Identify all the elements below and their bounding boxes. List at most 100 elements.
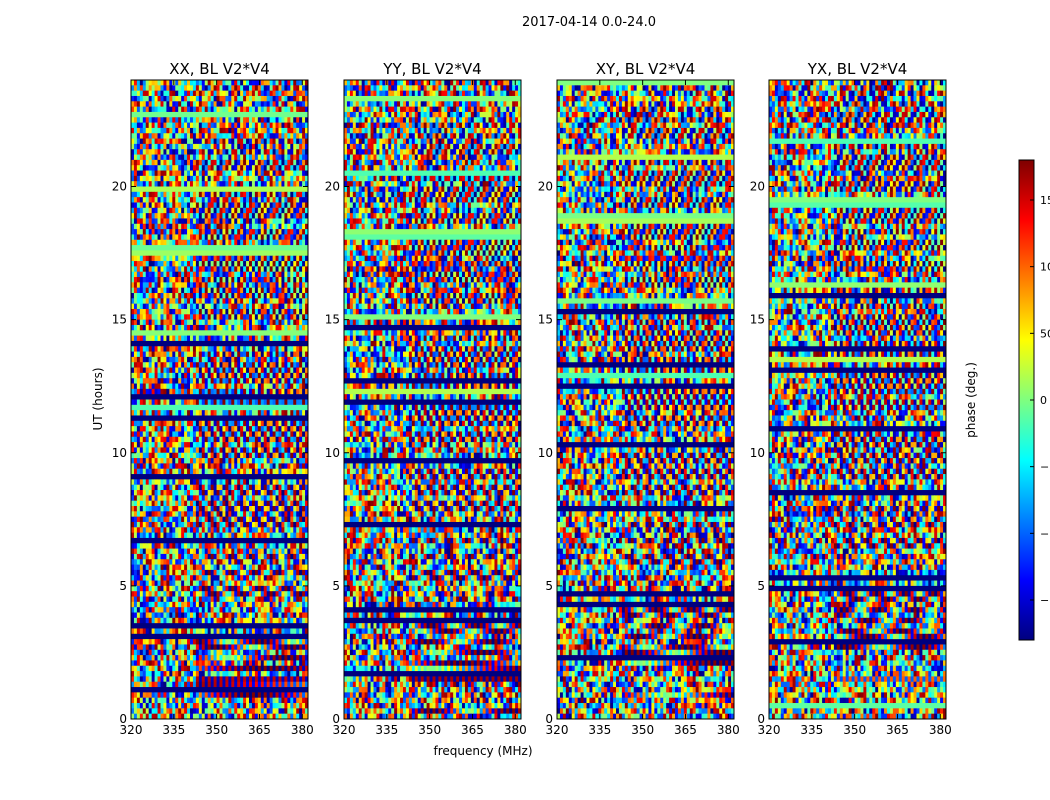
heatmap-cell [210, 452, 214, 459]
heatmap-cell [204, 314, 209, 321]
heatmap-cell [157, 458, 161, 464]
heatmap-cell [299, 426, 303, 432]
heatmap-cell [154, 378, 158, 385]
heatmap-cell [257, 271, 262, 278]
heatmap-cell [142, 298, 147, 305]
heatmap-cell [192, 559, 197, 566]
heatmap-cell [254, 378, 259, 385]
heatmap-cell [243, 223, 247, 230]
heatmap-cell [234, 271, 238, 278]
heatmap-cell [284, 266, 288, 273]
heatmap-cell [136, 287, 141, 294]
heatmap-cell [157, 90, 161, 97]
heatmap-cell [296, 324, 300, 331]
heatmap-cell [234, 553, 238, 560]
heatmap-cell [148, 175, 153, 182]
heatmap-cell [299, 197, 303, 203]
heatmap-cell [184, 223, 188, 230]
heatmap-cell [290, 458, 294, 464]
heatmap-cell [281, 218, 285, 225]
heatmap-cell [166, 426, 170, 432]
heatmap-cell [195, 521, 200, 528]
heatmap-cell [302, 527, 306, 534]
heatmap-cell [225, 521, 229, 528]
heatmap-cell [207, 543, 212, 550]
heatmap-cell [305, 463, 308, 470]
heatmap-cell [166, 569, 170, 576]
heatmap-cell [157, 191, 161, 198]
heatmap-cell [266, 308, 271, 315]
heatmap-cell [184, 133, 188, 140]
heatmap-cell [142, 500, 147, 507]
heatmap-cell [192, 303, 197, 310]
heatmap-cell [133, 436, 138, 443]
heatmap-cell [204, 154, 209, 161]
heatmap-cell [275, 234, 279, 241]
heatmap-cell [305, 521, 308, 528]
heatmap-cell [133, 543, 138, 550]
heatmap-cell [163, 133, 167, 140]
heatmap-cell [243, 383, 247, 390]
heatmap-cell [249, 277, 253, 283]
heatmap-cell [172, 298, 176, 305]
heatmap-cell [219, 282, 223, 289]
heatmap-cell [181, 213, 185, 219]
heatmap-cell [266, 159, 271, 166]
heatmap-cell [246, 463, 250, 470]
heatmap-cell [228, 324, 232, 331]
heatmap-cell [257, 298, 262, 305]
heatmap-cell [234, 282, 238, 289]
heatmap-cell [269, 335, 273, 342]
heatmap-cell [169, 452, 173, 459]
heatmap-cell [160, 255, 164, 262]
heatmap-cell [225, 117, 229, 124]
heatmap-cell [204, 543, 209, 550]
heatmap-cell [184, 346, 188, 353]
heatmap-cell [136, 532, 141, 539]
heatmap-cell [166, 356, 170, 363]
heatmap-cell [219, 234, 223, 241]
heatmap-cell [266, 213, 271, 219]
heatmap-cell [142, 234, 147, 241]
heatmap-cell [278, 521, 282, 528]
heatmap-cell [260, 255, 265, 262]
heatmap-cell [184, 303, 188, 310]
heatmap-cell [234, 410, 238, 416]
heatmap-cell [254, 266, 259, 273]
heatmap-cell [163, 335, 167, 342]
heatmap-cell [243, 367, 247, 374]
heatmap-cell [302, 229, 306, 235]
heatmap-cell [237, 95, 241, 102]
heatmap-cell [225, 553, 229, 560]
heatmap-cell [175, 527, 179, 534]
heatmap-cell [216, 175, 220, 182]
heatmap-cell [154, 298, 158, 305]
heatmap-cell [133, 410, 138, 416]
heatmap-cell [145, 484, 150, 491]
heatmap-cell [181, 271, 185, 278]
heatmap-cell [136, 80, 141, 86]
heatmap-cell [290, 506, 294, 512]
heatmap-cell [139, 458, 144, 464]
heatmap-cell [249, 106, 253, 113]
heatmap-cell [240, 383, 244, 390]
heatmap-cell [287, 255, 291, 262]
heatmap-cell [133, 559, 138, 566]
heatmap-cell [234, 229, 238, 235]
heatmap-cell [305, 543, 308, 550]
heatmap-cell [184, 261, 188, 267]
heatmap-cell [207, 154, 212, 161]
heatmap-cell [175, 197, 179, 203]
heatmap-cell [284, 95, 288, 102]
heatmap-cell [184, 388, 188, 395]
heatmap-cell [287, 287, 291, 294]
heatmap-cell [254, 431, 259, 438]
heatmap-cell [195, 277, 200, 283]
heatmap-cell [287, 223, 291, 230]
heatmap-cell [302, 569, 306, 576]
heatmap-cell [293, 181, 297, 187]
heatmap-cell [157, 442, 161, 448]
heatmap-cell [234, 324, 238, 331]
heatmap-cell [254, 553, 259, 560]
heatmap-cell [172, 367, 176, 374]
